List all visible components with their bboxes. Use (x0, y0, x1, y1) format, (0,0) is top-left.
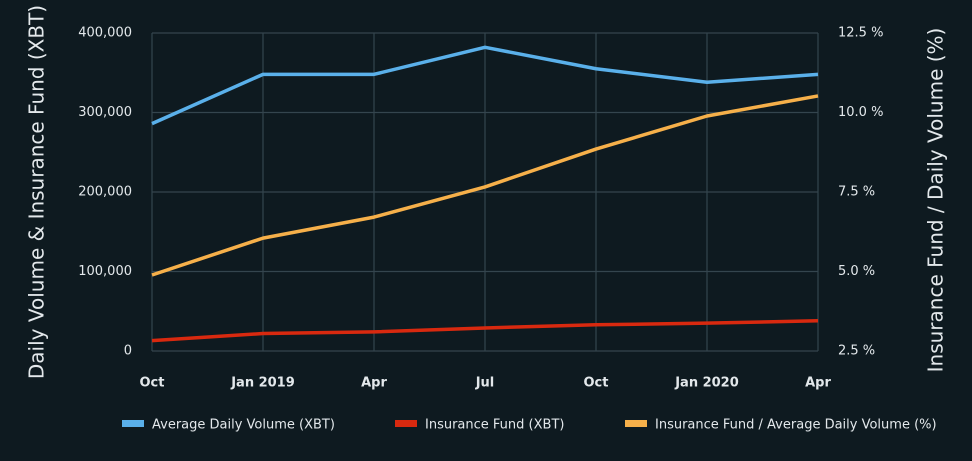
line (151, 45, 819, 126)
y2-tick-label: 7.5 % (838, 185, 875, 200)
legend-label: Insurance Fund / Average Daily Volume (%… (655, 418, 937, 433)
y-tick-label: 100,000 (78, 264, 132, 279)
legend-swatch (625, 420, 647, 427)
y-axis-title: Daily Volume & Insurance Fund (XBT) (25, 5, 49, 379)
x-tick-label: Apr (361, 376, 387, 391)
line (151, 319, 819, 343)
x-tick-label: Oct (584, 376, 609, 391)
x-tick-label: Jul (475, 376, 495, 391)
y-tick-label: 200,000 (78, 185, 132, 200)
line (151, 94, 819, 277)
x-tick-label: Jan 2019 (230, 376, 295, 391)
legend-label: Average Daily Volume (XBT) (152, 418, 335, 433)
y2-tick-label: 10.0 % (838, 105, 883, 120)
y2-tick-label: 5.0 % (838, 264, 875, 279)
x-tick-label: Jan 2020 (674, 376, 739, 391)
y2-axis-title: Insurance Fund / Daily Volume (%) (924, 28, 948, 373)
y2-tick-label: 12.5 % (838, 26, 883, 41)
legend-swatch (395, 420, 417, 427)
legend-swatch (122, 420, 144, 427)
x-tick-label: Apr (805, 376, 831, 391)
y-tick-label: 300,000 (78, 105, 132, 120)
y-tick-label: 0 (124, 344, 132, 359)
y-tick-label: 400,000 (78, 26, 132, 41)
x-tick-label: Oct (140, 376, 165, 391)
legend-label: Insurance Fund (XBT) (425, 418, 564, 433)
y2-tick-label: 2.5 % (838, 344, 875, 359)
